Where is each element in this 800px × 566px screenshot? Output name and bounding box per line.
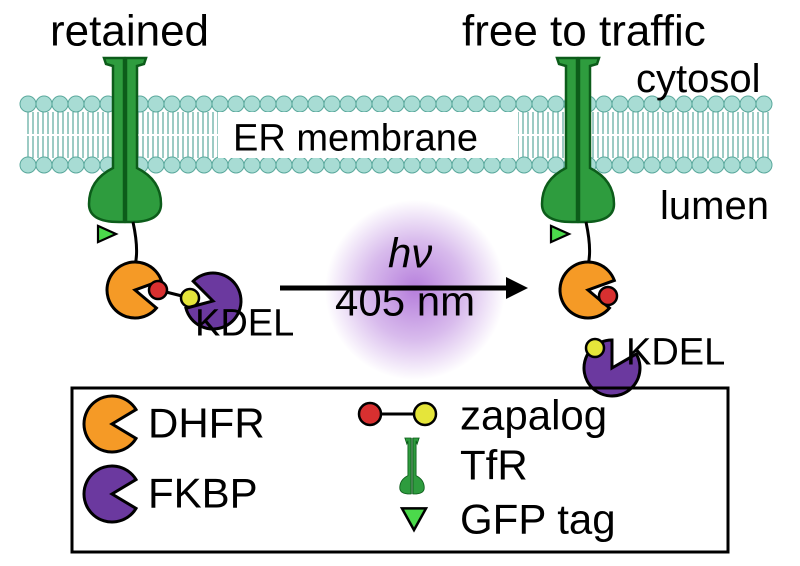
zapalog-yellow-icon [586,339,604,357]
tfr-protein [400,438,424,494]
gfp-tag-icon [98,226,116,242]
label-lumen: lumen [660,184,769,228]
legend-dhfr-icon [84,396,136,452]
legend-zapalog-yellow-icon [414,403,436,425]
label-kdel-left: KDEL [195,302,294,344]
diagram-canvas: retained free to trafficcytosol lumen ER me… [0,0,800,566]
legend-fkbp-icon [84,466,136,522]
label-kdel-right: KDEL [626,331,725,373]
label-retained: retained [50,6,209,55]
tfr-protein [89,58,161,222]
label-hv: hν [388,230,432,277]
legend-gfp-icon [402,508,426,530]
legend-zapalog-red-icon [359,403,381,425]
gfp-tag-icon [551,226,569,242]
arrow-head-icon [506,277,528,299]
label-405nm: 405 nm [335,278,475,325]
zapalog-red-icon [149,281,167,299]
legend-label-dhfr: DHFR [148,400,265,447]
legend-label-zapalog: zapalog [460,392,607,439]
legend-label-fkbp: FKBP [148,470,258,517]
legend-label-tfr: TfR [460,442,528,489]
linker [133,222,137,265]
legend-label-gfp: GFP tag [460,496,616,543]
label-er-membrane: ER membrane [233,117,478,159]
label-free-to-traffic: free to traffic [462,6,706,55]
zapalog-red-icon [599,287,617,305]
linker [586,222,590,265]
label-cytosol: cytosol [636,57,761,101]
